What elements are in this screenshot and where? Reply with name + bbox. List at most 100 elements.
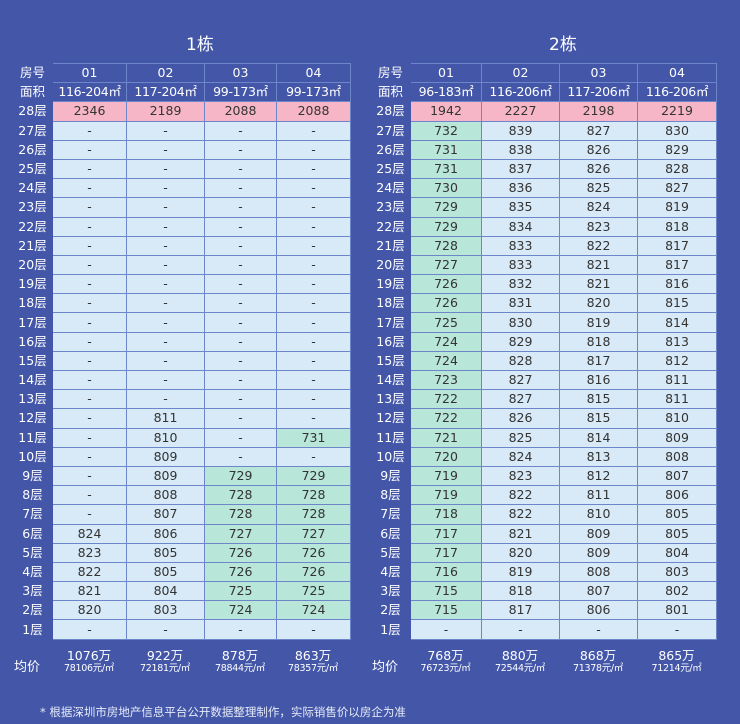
average-unit-price: 72544元/㎡ <box>494 663 546 674</box>
price-cell: 722 <box>410 408 482 429</box>
price-cell: - <box>204 619 277 640</box>
price-cell: 822 <box>559 235 638 256</box>
price-cell: 839 <box>481 120 560 141</box>
floor-row: 25层 - - - - <box>13 158 351 180</box>
price-cell: 728 <box>410 235 482 256</box>
average-price: 880万 72544元/㎡ <box>481 648 559 675</box>
unit-area: 117-204㎡ <box>126 82 205 103</box>
price-cell: - <box>204 178 277 199</box>
floor-label: 11层 <box>376 429 405 445</box>
price-cell: 724 <box>276 600 351 621</box>
average-price: 1076万 78106元/㎡ <box>52 648 126 675</box>
price-cell: 823 <box>559 216 638 237</box>
price-cell: 817 <box>481 600 560 621</box>
building-2-averages: 均价 768万 76723元/㎡ 880万 72544元/㎡ 868万 71378元/㎡ 86… <box>0 648 740 682</box>
price-cell: 715 <box>410 581 482 602</box>
building-1-title: 1栋 <box>186 35 214 55</box>
floor-label: 24层 <box>18 180 47 196</box>
floor-row: 1层 - - - - <box>13 619 351 640</box>
floor-row: 10层 -809- - <box>13 446 351 467</box>
price-cell: - <box>52 389 127 410</box>
price-cell: 812 <box>559 465 638 487</box>
average-unit-price: 71214元/㎡ <box>651 663 702 674</box>
floor-label: 17层 <box>18 314 47 330</box>
price-cell: 723 <box>410 369 482 391</box>
price-cell: 807 <box>126 504 205 525</box>
price-cell: - <box>52 274 127 295</box>
floor-row: 8层 -808 728 728 <box>13 485 351 506</box>
price-cell: - <box>276 254 351 276</box>
price-cell: - <box>276 139 351 160</box>
floor-row: 5层 823 805 726 726 <box>13 542 351 563</box>
unit-area: 116-206㎡ <box>481 82 560 103</box>
price-cell: 729 <box>204 465 277 487</box>
price-cell: - <box>204 446 277 467</box>
unit-area: 116-206㎡ <box>637 82 717 103</box>
floor-label: 22层 <box>376 218 405 234</box>
price-cell: 807 <box>637 465 717 487</box>
floor-row: 1层 - - - - <box>371 619 717 640</box>
floor-row: 7层 -807 728 728 <box>13 504 351 525</box>
average-total: 1076万 <box>66 648 112 663</box>
price-cell: - <box>52 178 127 199</box>
price-cell: 824 <box>52 523 127 544</box>
price-cell: 830 <box>637 120 717 141</box>
price-cell: 822 <box>481 485 560 506</box>
price-cell: - <box>126 178 205 199</box>
price-cell: 815 <box>559 389 638 410</box>
unit-header-row: 房号 01 02 03 04 <box>371 62 717 84</box>
unit-header: 03 <box>559 62 638 84</box>
price-cell: - <box>204 293 277 314</box>
price-cell: 829 <box>481 331 560 352</box>
price-cell: 819 <box>559 312 638 333</box>
unit-header: 02 <box>126 62 205 84</box>
average-price: 868万 71378元/㎡ <box>559 648 637 675</box>
floor-row: 6层 717 821 809 805 <box>371 523 717 544</box>
floor-label: 8层 <box>380 487 401 503</box>
price-cell: - <box>52 312 127 333</box>
price-cell: 826 <box>481 408 560 429</box>
price-cell: - <box>52 293 127 314</box>
price-cell: 719 <box>410 465 482 487</box>
price-cell: - <box>52 158 127 180</box>
price-cell: 818 <box>559 331 638 352</box>
price-cell: 1942 <box>410 101 482 122</box>
floor-row: 8层 719 822 811 806 <box>371 485 717 506</box>
floor-row: 23层 729 835 824 819 <box>371 197 717 218</box>
price-cell: - <box>276 158 351 180</box>
price-cell: 2346 <box>52 101 127 122</box>
floor-row: 6层 824 806 727 727 <box>13 523 351 544</box>
floor-row: 16层 - - - - <box>13 331 351 352</box>
price-cell: 814 <box>637 312 717 333</box>
price-cell: 2219 <box>637 101 717 122</box>
floor-label: 7层 <box>380 506 401 522</box>
floor-label: 23层 <box>376 199 405 215</box>
unit-header: 04 <box>637 62 717 84</box>
price-cell: 818 <box>637 216 717 237</box>
price-cell: 821 <box>481 523 560 544</box>
price-cell: - <box>276 619 351 640</box>
unit-area: 99-173㎡ <box>276 82 351 103</box>
average-total: 922万 <box>146 648 184 663</box>
price-cell: - <box>204 408 277 429</box>
price-cell: 727 <box>276 523 351 544</box>
floor-row: 10层 720 824 813 808 <box>371 446 717 467</box>
price-cell: 2088 <box>276 101 351 122</box>
floor-row: 27层 - - - - <box>13 120 351 141</box>
price-cell: - <box>52 235 127 256</box>
floor-row: 16层 724 829 818 813 <box>371 331 717 352</box>
price-cell: - <box>204 158 277 180</box>
price-cell: - <box>204 197 277 218</box>
unit-header: 04 <box>276 62 351 84</box>
price-cell: 811 <box>637 369 717 391</box>
price-cell: 827 <box>637 178 717 199</box>
price-cell: - <box>204 274 277 295</box>
price-cell: 726 <box>276 542 351 563</box>
price-cell: - <box>126 120 205 141</box>
price-cell: - <box>52 427 127 448</box>
floor-row: 24层 730 836 825 827 <box>371 178 717 199</box>
price-cell: 814 <box>559 427 638 448</box>
price-cell: 826 <box>559 139 638 160</box>
price-cell: 720 <box>410 446 482 467</box>
floor-row: 24层 - - - - <box>13 178 351 199</box>
